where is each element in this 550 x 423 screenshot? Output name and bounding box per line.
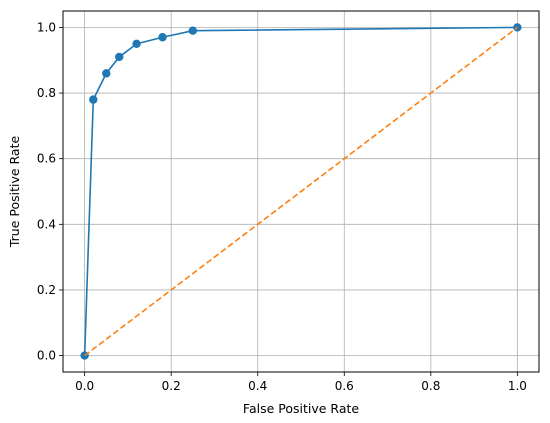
series-line xyxy=(84,26,518,357)
plot-frame xyxy=(62,10,540,373)
data-point xyxy=(188,26,198,35)
data-point xyxy=(102,69,111,78)
data-point xyxy=(89,95,98,104)
y-tick-label: 0.0 xyxy=(37,349,56,363)
x-axis-label: False Positive Rate xyxy=(243,401,359,416)
x-tick-label: 0.0 xyxy=(75,379,94,393)
x-tick-label: 0.6 xyxy=(335,379,354,393)
data-point xyxy=(158,33,167,42)
y-tick-label: 0.8 xyxy=(37,86,56,100)
y-tick-label: 1.0 xyxy=(37,20,56,34)
y-tick-label: 0.6 xyxy=(37,152,56,166)
x-tick-label: 0.2 xyxy=(162,379,181,393)
series-layer xyxy=(80,23,522,360)
x-tick-label: 1.0 xyxy=(508,379,527,393)
y-axis-label: True Positive Rate xyxy=(7,136,22,249)
series-line xyxy=(83,26,518,356)
x-tick-label: 0.8 xyxy=(421,379,440,393)
ticks: 0.0 0.2 0.4 0.6 0.8 1.0 0.0 0.2 0.4 0.6 0.8 1.0 xyxy=(37,20,527,393)
series-1 xyxy=(84,26,518,357)
y-tick-label: 0.4 xyxy=(37,217,56,231)
data-point xyxy=(115,52,124,62)
y-tick-label: 0.2 xyxy=(37,283,56,297)
grid xyxy=(63,11,539,372)
data-point xyxy=(132,39,141,49)
x-tick-label: 0.4 xyxy=(248,379,267,393)
